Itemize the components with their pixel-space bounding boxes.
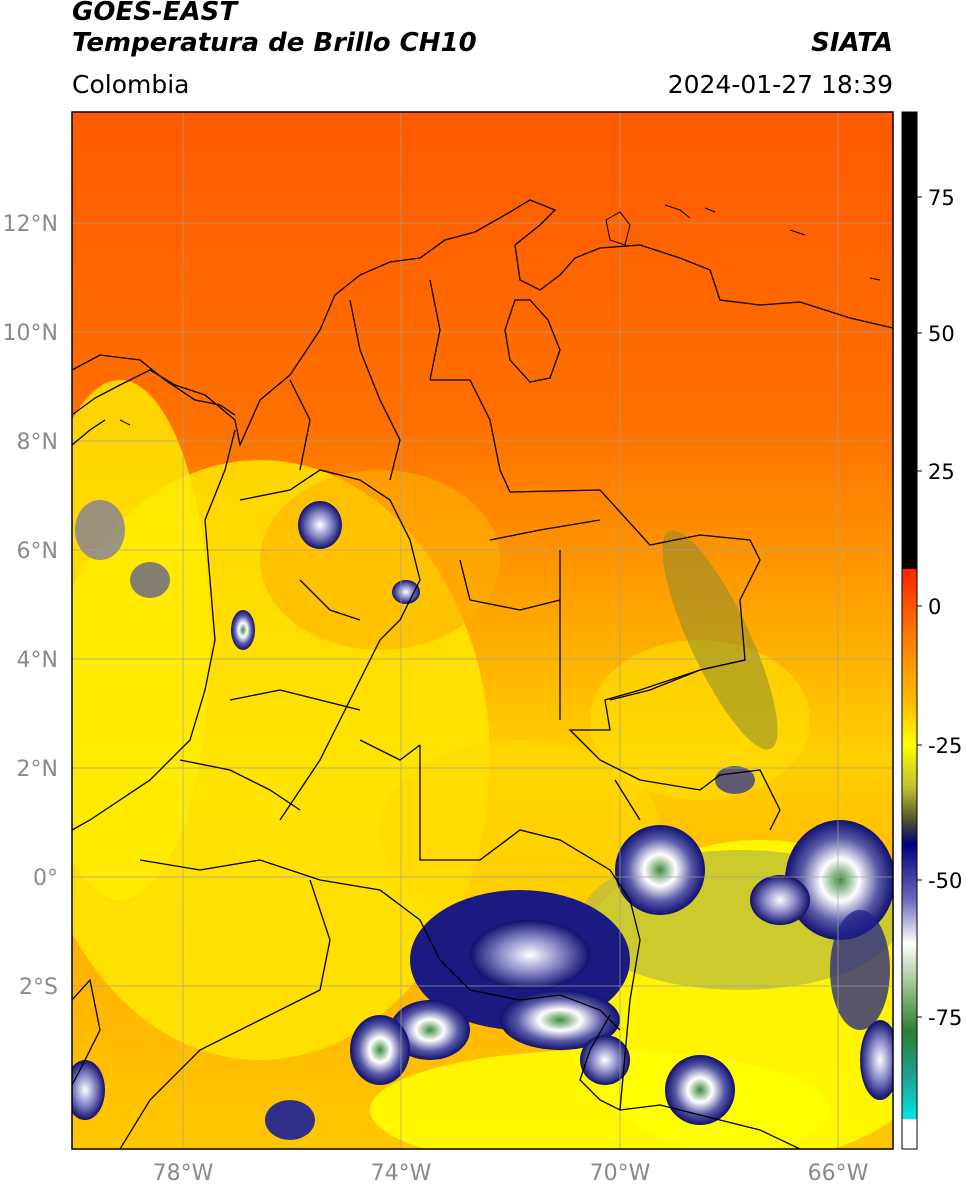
colorbar-tick-label: 75 [928, 186, 955, 210]
coastline-borders [72, 199, 893, 1149]
graticule [72, 112, 893, 1149]
colorbar-warm-segment [902, 112, 917, 569]
latitude-labels: 12°N 10°N 8°N 6°N 4°N 2°N 0° 2°S [3, 212, 58, 1000]
map-title-product: Temperatura de Brillo CH10 [72, 28, 477, 58]
colorbar-gradient [902, 569, 917, 1119]
longitude-labels: 78°W 74°W 70°W 66°W [153, 1161, 869, 1186]
latitude-label: 6°N [17, 539, 58, 564]
colorbar [901, 111, 918, 1150]
region-label: Colombia [72, 70, 190, 99]
colorbar-bottom-segment [902, 1119, 917, 1149]
latitude-label: 2°N [17, 757, 58, 782]
latitude-label: 12°N [3, 212, 58, 237]
colorbar-tick-labels: 75 50 25 0 -25 -50 -75 [917, 186, 962, 1030]
brightness-temperature-field [72, 112, 893, 1149]
colorbar-tick-label: 0 [928, 595, 941, 619]
islands [119, 204, 881, 426]
latitude-label: 2°S [19, 975, 58, 1000]
organization-label: SIATA [811, 28, 893, 58]
latitude-label: 8°N [17, 430, 58, 455]
latitude-label: 10°N [3, 321, 58, 346]
longitude-label: 78°W [153, 1161, 214, 1186]
colorbar-tick-label: -25 [928, 734, 962, 758]
colorbar-tick-label: -75 [928, 1006, 962, 1030]
colorbar-tick-label: 50 [928, 322, 955, 346]
latitude-label: 0° [33, 866, 58, 891]
datetime-label: 2024-01-27 18:39 [667, 70, 893, 99]
map-frame [71, 111, 894, 1150]
map-title-satellite: GOES-EAST [72, 0, 238, 27]
latitude-label: 4°N [17, 648, 58, 673]
colorbar-tick-label: -50 [928, 869, 962, 893]
longitude-label: 70°W [590, 1161, 651, 1186]
colorbar-tick-label: 25 [928, 460, 955, 484]
longitude-label: 74°W [371, 1161, 432, 1186]
longitude-label: 66°W [808, 1161, 869, 1186]
